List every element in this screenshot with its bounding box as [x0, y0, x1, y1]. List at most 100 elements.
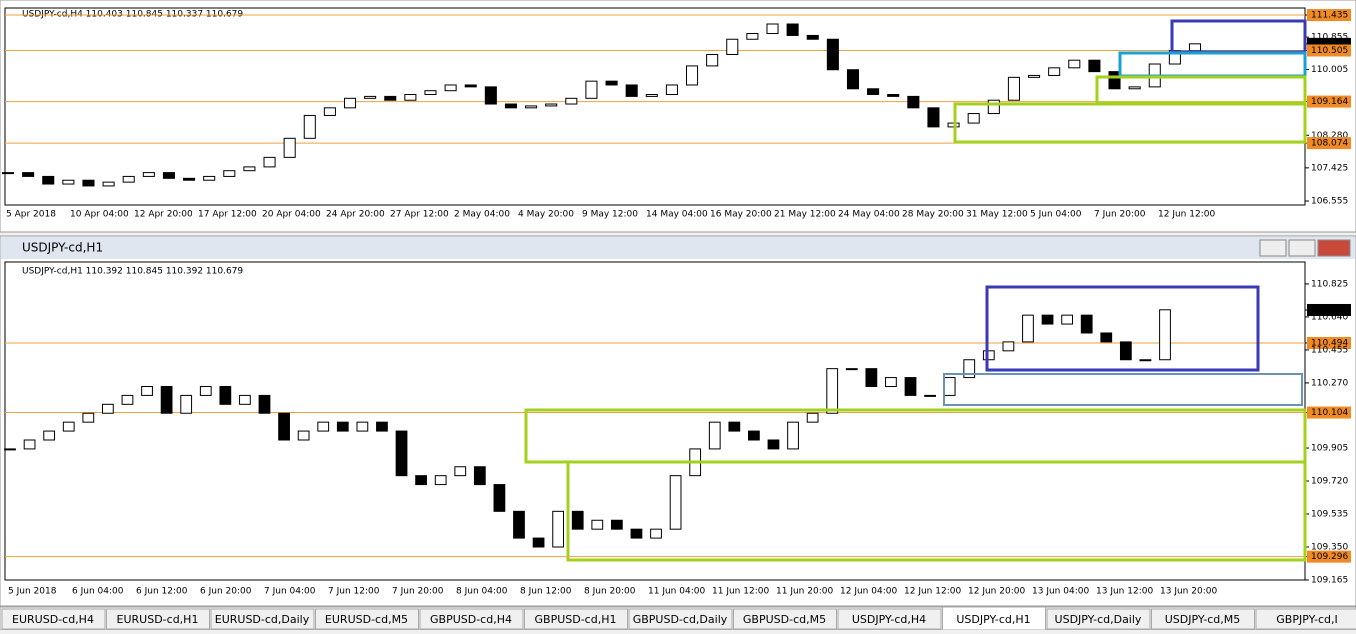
tab-label: GBPUSD-cd,H1: [535, 613, 617, 626]
tab-label: GBPUSD-cd,H4: [430, 613, 512, 626]
candle: [243, 166, 256, 172]
candle: [591, 519, 604, 530]
candle: [203, 175, 216, 181]
price-badge: [1307, 336, 1351, 349]
candle: [669, 475, 682, 530]
candle: [336, 421, 349, 432]
tab-label: USDJPY-cd,H1: [956, 613, 1030, 626]
x-tick-label: 2 May 04:00: [454, 210, 510, 220]
tab-label: EURUSD-cd,H1: [117, 613, 199, 626]
candle: [1007, 76, 1020, 101]
tab[interactable]: [837, 608, 942, 630]
tab[interactable]: [628, 608, 733, 630]
price-badge: [1307, 9, 1351, 22]
candle: [239, 394, 251, 405]
candle: [1080, 314, 1093, 334]
y-tick-label: 109.296: [1311, 552, 1348, 562]
candle: [303, 114, 316, 139]
price-badge: [1307, 44, 1351, 57]
candle: [967, 113, 980, 124]
candle: [424, 90, 437, 95]
x-tick-label: 8 Jun 20:00: [584, 587, 636, 597]
tab[interactable]: [524, 608, 628, 630]
candle: [907, 95, 920, 109]
candle: [82, 412, 95, 423]
y-tick-label: 108.074: [1311, 139, 1348, 149]
x-tick-label: 6 Jun 04:00: [72, 587, 124, 597]
candle: [356, 421, 369, 432]
tab[interactable]: [315, 608, 419, 630]
candle: [415, 475, 427, 486]
candle: [545, 103, 558, 107]
x-tick-label: 6 Jun 12:00: [136, 587, 188, 597]
close-button[interactable]: [1317, 239, 1351, 257]
candle: [464, 84, 477, 88]
y-tick-label: 109.535: [1311, 510, 1348, 520]
candle: [746, 33, 759, 40]
y-tick-label: 109.350: [1311, 543, 1348, 553]
candle: [924, 394, 936, 397]
candle: [1048, 67, 1061, 76]
candle: [982, 350, 995, 361]
x-tick-label: 9 May 12:00: [582, 210, 638, 220]
candle: [395, 430, 408, 477]
x-tick-label: 28 May 20:00: [902, 210, 964, 220]
x-tick-label: 20 Apr 04:00: [262, 210, 321, 220]
candle: [686, 65, 699, 86]
candle: [943, 377, 956, 396]
y-tick-label: 110.855: [1311, 33, 1348, 43]
tab[interactable]: [419, 608, 524, 630]
candle: [565, 97, 578, 105]
candle: [444, 84, 457, 92]
candle: [806, 412, 819, 423]
candle: [1022, 314, 1034, 343]
tab[interactable]: [106, 608, 210, 630]
candle: [552, 510, 565, 548]
candle: [987, 99, 1000, 115]
x-tick-label: 12 Jun 12:00: [1158, 210, 1215, 220]
candle: [726, 38, 739, 55]
tab[interactable]: [210, 608, 315, 630]
candle: [42, 175, 55, 185]
maximize-button[interactable]: [1288, 239, 1316, 257]
tab-label: USDJPY-cd,Daily: [1055, 613, 1142, 626]
tab[interactable]: [1046, 608, 1151, 630]
tab[interactable]: [1255, 608, 1356, 630]
y-tick-label: 107.425: [1311, 163, 1348, 173]
tab-label: USDJPY-cd,H4: [852, 613, 926, 626]
tab-label: EURUSD-cd,M5: [325, 613, 408, 626]
x-tick-label: 12 Jun 12:00: [904, 587, 961, 597]
candle: [1188, 43, 1202, 52]
candle: [101, 403, 114, 414]
x-tick-label: 7 Jun 12:00: [328, 587, 380, 597]
candle: [183, 177, 196, 181]
x-tick-label: 11 Jun 20:00: [776, 587, 833, 597]
box: [943, 373, 1303, 406]
candle: [484, 86, 497, 105]
candle: [223, 170, 236, 177]
candle: [826, 38, 839, 71]
price-badge: [1307, 550, 1351, 563]
top-window: [0, 0, 1356, 233]
candle: [62, 179, 75, 185]
bottom-header: USDJPY-cd,H1 110.392 110.845 110.392 110…: [22, 267, 243, 277]
tab[interactable]: [1, 608, 106, 630]
candle: [767, 439, 780, 450]
candle: [706, 53, 719, 67]
candle: [219, 385, 232, 405]
tab[interactable]: [1151, 608, 1255, 630]
candle: [384, 95, 397, 101]
candle: [525, 105, 538, 109]
candle: [826, 368, 839, 414]
candle: [317, 421, 330, 432]
candle: [4, 448, 16, 451]
tab-label: GBPUSD-cd,M5: [743, 613, 826, 626]
candle: [199, 385, 212, 396]
x-tick-label: 24 May 04:00: [838, 210, 900, 220]
candle: [493, 484, 506, 512]
tab[interactable]: [733, 608, 837, 630]
minimize-button[interactable]: [1259, 239, 1287, 257]
candle: [180, 394, 193, 414]
y-tick-label: 110.505: [1311, 46, 1348, 56]
